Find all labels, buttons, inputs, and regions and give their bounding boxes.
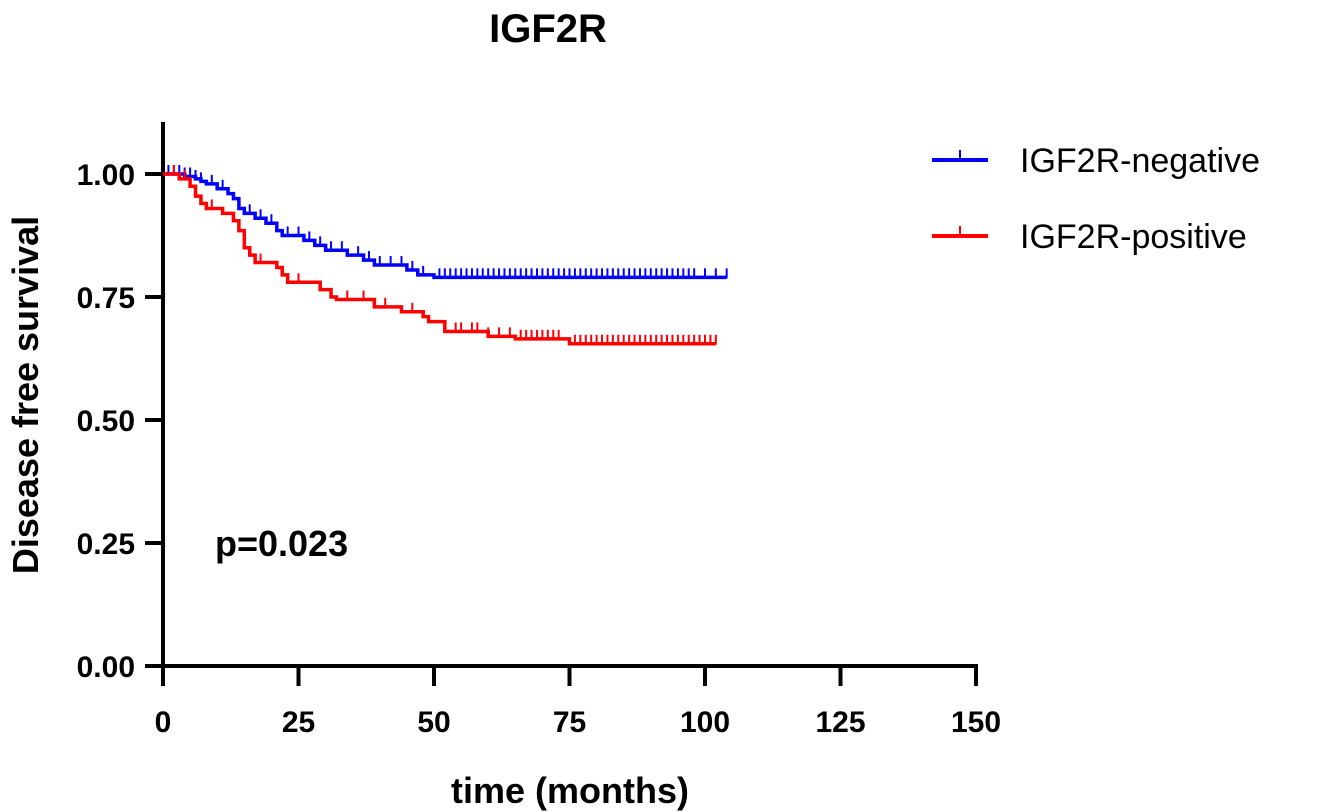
y-tick-label: 0.50	[77, 405, 135, 438]
y-tick-label: 0.25	[77, 528, 135, 561]
y-axis-label: Disease free survival	[5, 216, 46, 574]
x-tick-label: 50	[417, 706, 450, 739]
p-value-annotation: p=0.023	[215, 523, 348, 564]
x-tick-label: 125	[815, 706, 865, 739]
legend-item: IGF2R-negative	[932, 142, 1260, 180]
legend-label: IGF2R-positive	[1020, 218, 1247, 256]
series-layer	[163, 165, 728, 346]
x-axis-label: time (months)	[451, 770, 689, 811]
y-ticks: 0.00 0.25 0.50 0.75 1.00	[77, 159, 163, 684]
survival-curve	[163, 172, 716, 346]
x-tick-label: 150	[951, 706, 1001, 739]
legend-label: IGF2R-negative	[1020, 142, 1260, 180]
series-igf2r-negative	[163, 165, 728, 280]
x-tick-label: 75	[553, 706, 586, 739]
y-tick-label: 0.00	[77, 651, 135, 684]
x-ticks: 0 25 50 75 100 125 150	[155, 666, 1001, 739]
chart-title: IGF2R	[489, 7, 607, 51]
y-tick-label: 1.00	[77, 159, 135, 192]
series-igf2r-positive	[163, 165, 717, 346]
x-tick-label: 100	[680, 706, 730, 739]
x-tick-label: 25	[282, 706, 315, 739]
survival-curve	[163, 172, 727, 280]
legend-item: IGF2R-positive	[932, 218, 1247, 256]
axes	[161, 122, 978, 668]
y-tick-label: 0.75	[77, 282, 135, 315]
x-tick-label: 0	[155, 706, 172, 739]
legend: IGF2R-negative IGF2R-positive	[932, 142, 1260, 256]
